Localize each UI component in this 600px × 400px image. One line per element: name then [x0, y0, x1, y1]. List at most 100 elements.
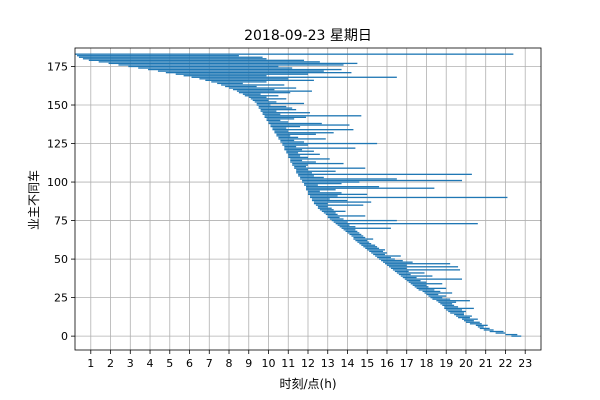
bar — [308, 192, 342, 194]
bar — [294, 165, 307, 168]
y-tick-label: 50 — [54, 253, 68, 266]
x-tick-label: 8 — [226, 357, 233, 370]
bar — [343, 229, 356, 231]
x-tick-label: 18 — [419, 357, 433, 370]
bar — [365, 247, 380, 249]
bar — [458, 316, 470, 319]
bar — [217, 82, 243, 85]
x-tick-label: 21 — [479, 357, 493, 370]
bar — [386, 264, 407, 266]
x-axis-label: 时刻/点(h) — [279, 377, 336, 391]
bar — [321, 210, 346, 212]
bar — [288, 155, 301, 157]
bar — [274, 130, 289, 132]
x-tick-label: 17 — [400, 357, 414, 370]
bar — [274, 132, 334, 134]
y-tick-label: 0 — [61, 330, 68, 343]
y-tick-label: 175 — [47, 60, 68, 73]
bar — [260, 108, 297, 111]
bar — [256, 102, 305, 105]
bar — [260, 110, 277, 112]
bar — [270, 125, 301, 128]
bar — [341, 227, 391, 229]
x-tick-label: 15 — [360, 357, 374, 370]
bar — [304, 182, 342, 185]
bar — [388, 266, 459, 268]
y-axis-label: 业主不同车 — [26, 170, 41, 230]
bar — [315, 204, 364, 206]
bar — [469, 323, 482, 325]
bar — [258, 105, 287, 108]
chart-title: 2018-09-23 星期日 — [244, 28, 372, 44]
bar — [404, 278, 463, 280]
bar — [296, 172, 312, 174]
bars — [75, 53, 522, 337]
bar — [98, 61, 320, 63]
bar — [465, 321, 480, 323]
bar — [351, 235, 364, 237]
bar — [304, 184, 318, 186]
bar — [282, 144, 308, 146]
x-tick-label: 10 — [262, 357, 276, 370]
bar — [278, 138, 326, 140]
bar — [349, 233, 362, 236]
x-tick-label: 14 — [340, 357, 354, 370]
bar — [463, 320, 474, 322]
bar — [406, 280, 421, 282]
bar — [375, 255, 401, 257]
bar — [88, 59, 305, 61]
bar — [392, 269, 461, 271]
bar — [183, 75, 267, 77]
bar — [306, 189, 336, 191]
bar — [353, 236, 366, 239]
bar — [337, 224, 350, 226]
bar — [276, 135, 291, 137]
bar — [335, 222, 478, 225]
bar — [396, 272, 425, 274]
bar — [483, 329, 494, 331]
bar — [300, 176, 324, 179]
x-tick-label: 19 — [439, 357, 453, 370]
bar — [82, 58, 267, 60]
bar — [438, 301, 457, 303]
bar — [327, 215, 366, 217]
bar — [359, 243, 372, 245]
bar — [302, 181, 360, 183]
x-tick-label: 23 — [518, 357, 532, 370]
bar — [479, 327, 490, 330]
bar — [282, 142, 378, 145]
bar — [329, 218, 344, 220]
bar — [355, 239, 368, 242]
bar — [225, 85, 257, 88]
bar — [75, 53, 514, 55]
bar — [254, 101, 277, 103]
bar — [319, 209, 334, 211]
bar — [266, 118, 295, 120]
bar — [294, 167, 366, 169]
bar — [347, 232, 360, 234]
bar — [252, 99, 269, 102]
bar — [430, 296, 443, 299]
bar — [76, 55, 239, 57]
bar — [456, 315, 472, 317]
x-tick-label: 22 — [498, 357, 512, 370]
bar — [323, 212, 336, 214]
bar — [311, 199, 348, 202]
bar — [383, 261, 413, 263]
x-tick-label: 4 — [147, 357, 154, 370]
bar — [325, 213, 338, 216]
bar — [361, 244, 376, 246]
bar — [440, 303, 453, 305]
bar — [290, 158, 330, 160]
bar — [444, 306, 459, 308]
y-tick-label: 125 — [47, 138, 68, 151]
x-tick-label: 13 — [321, 357, 335, 370]
x-axis: 1 2 3 4 5 6 7 8 9 10 11 12 13 14 15 16 17 18 19 20 21 22 23 — [87, 350, 532, 370]
bar — [242, 93, 261, 95]
y-tick-label: 100 — [47, 176, 68, 189]
bar — [286, 152, 299, 154]
bar — [363, 246, 378, 248]
bar — [128, 65, 279, 68]
bar — [175, 73, 308, 75]
bar — [308, 190, 320, 192]
